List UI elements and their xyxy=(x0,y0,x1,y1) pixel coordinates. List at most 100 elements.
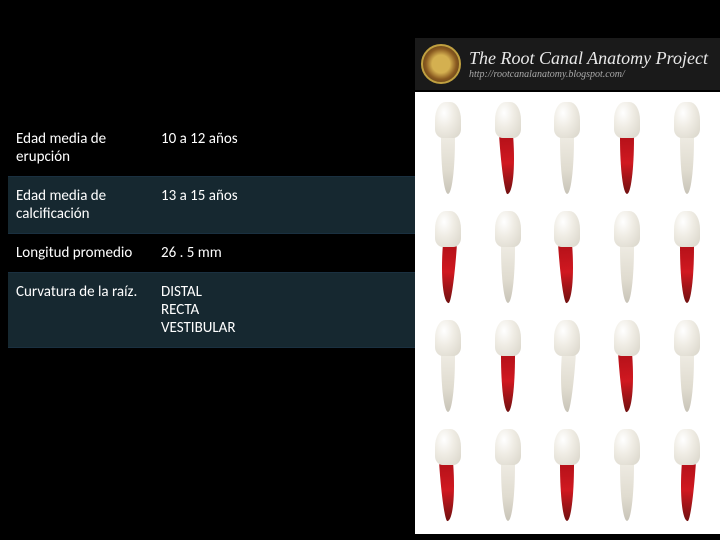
row-value: 13 a 15 años xyxy=(153,177,415,234)
tooth-root xyxy=(501,241,515,303)
table-row: Curvatura de la raíz.DISTAL RECTA VESTIB… xyxy=(8,273,415,348)
tooth-crown xyxy=(674,320,700,356)
tooth-crown xyxy=(554,102,580,138)
tooth-root xyxy=(560,132,574,194)
image-panel: The Root Canal Anatomy Project http://ro… xyxy=(415,0,720,540)
tooth-cell xyxy=(419,314,477,421)
tooth-icon xyxy=(609,429,645,524)
row-label: Longitud promedio xyxy=(8,234,153,273)
table-body: Edad media de erupción10 a 12 añosEdad m… xyxy=(8,120,415,348)
tooth-root xyxy=(501,459,515,521)
tooth-cell xyxy=(419,205,477,312)
tooth-icon xyxy=(430,211,466,306)
tooth-cell xyxy=(658,423,716,530)
tooth-icon xyxy=(490,211,526,306)
tooth-root xyxy=(560,459,574,521)
tooth-cell xyxy=(419,96,477,203)
tooth-icon xyxy=(669,320,705,415)
tooth-crown xyxy=(614,102,640,138)
tooth-cell xyxy=(419,423,477,530)
tooth-cell xyxy=(658,96,716,203)
tooth-root xyxy=(558,241,576,304)
tooth-root xyxy=(618,350,636,413)
tooth-crown xyxy=(435,429,461,465)
tooth-crown xyxy=(554,320,580,356)
row-value: 10 a 12 años xyxy=(153,120,415,177)
tooth-cell xyxy=(479,96,537,203)
tooth-icon xyxy=(609,211,645,306)
tooth-crown xyxy=(495,102,521,138)
banner-url: http://rootcanalanatomy.blogspot.com/ xyxy=(469,69,708,80)
tooth-crown xyxy=(554,429,580,465)
table-row: Edad media de calcificación13 a 15 años xyxy=(8,177,415,234)
tooth-root xyxy=(678,459,696,522)
row-value: DISTAL RECTA VESTIBULAR xyxy=(153,273,415,348)
tooth-cell xyxy=(479,314,537,421)
table-row: Edad media de erupción10 a 12 años xyxy=(8,120,415,177)
tooth-crown xyxy=(435,211,461,247)
tooth-root xyxy=(439,241,457,304)
tooth-root xyxy=(680,132,694,194)
banner-text: The Root Canal Anatomy Project http://ro… xyxy=(469,48,708,80)
tooth-crown xyxy=(674,429,700,465)
tooth-root xyxy=(620,132,634,194)
teeth-grid xyxy=(415,92,720,534)
tooth-crown xyxy=(495,211,521,247)
tooth-icon xyxy=(669,102,705,197)
project-badge-icon xyxy=(421,44,461,84)
tooth-root xyxy=(441,132,455,194)
tooth-root xyxy=(439,459,457,522)
tooth-icon xyxy=(549,320,585,415)
tooth-crown xyxy=(674,211,700,247)
slide-content: Edad media de erupción10 a 12 añosEdad m… xyxy=(0,0,720,540)
tooth-cell xyxy=(598,314,656,421)
tooth-icon xyxy=(490,102,526,197)
tooth-icon xyxy=(430,320,466,415)
row-label: Curvatura de la raíz. xyxy=(8,273,153,348)
tooth-crown xyxy=(614,429,640,465)
tooth-cell xyxy=(539,205,597,312)
tooth-cell xyxy=(539,423,597,530)
tooth-root xyxy=(501,350,515,412)
tooth-crown xyxy=(674,102,700,138)
tooth-root xyxy=(680,350,694,412)
row-label: Edad media de calcificación xyxy=(8,177,153,234)
tooth-crown xyxy=(495,320,521,356)
tooth-root xyxy=(680,241,694,303)
data-table-area: Edad media de erupción10 a 12 añosEdad m… xyxy=(0,0,415,540)
tooth-cell xyxy=(479,205,537,312)
tooth-crown xyxy=(495,429,521,465)
tooth-icon xyxy=(490,429,526,524)
tooth-crown xyxy=(554,211,580,247)
tooth-crown xyxy=(435,102,461,138)
row-value: 26 . 5 mm xyxy=(153,234,415,273)
tooth-cell xyxy=(479,423,537,530)
tooth-icon xyxy=(430,102,466,197)
tooth-icon xyxy=(490,320,526,415)
project-banner: The Root Canal Anatomy Project http://ro… xyxy=(415,38,720,90)
tooth-root xyxy=(620,459,634,521)
tooth-icon xyxy=(609,320,645,415)
tooth-icon xyxy=(549,102,585,197)
tooth-cell xyxy=(658,314,716,421)
tooth-icon xyxy=(549,429,585,524)
tooth-root xyxy=(441,350,455,412)
tooth-icon xyxy=(669,429,705,524)
tooth-crown xyxy=(614,320,640,356)
tooth-icon xyxy=(430,429,466,524)
tooth-crown xyxy=(614,211,640,247)
tooth-root xyxy=(558,350,576,413)
row-label: Edad media de erupción xyxy=(8,120,153,177)
tooth-data-table: Edad media de erupción10 a 12 añosEdad m… xyxy=(8,120,415,348)
tooth-cell xyxy=(598,96,656,203)
tooth-cell xyxy=(658,205,716,312)
tooth-icon xyxy=(609,102,645,197)
tooth-cell xyxy=(598,205,656,312)
tooth-crown xyxy=(435,320,461,356)
banner-title: The Root Canal Anatomy Project xyxy=(469,48,708,69)
tooth-root xyxy=(499,132,517,195)
tooth-cell xyxy=(539,96,597,203)
tooth-cell xyxy=(598,423,656,530)
tooth-root xyxy=(620,241,634,303)
table-row: Longitud promedio26 . 5 mm xyxy=(8,234,415,273)
